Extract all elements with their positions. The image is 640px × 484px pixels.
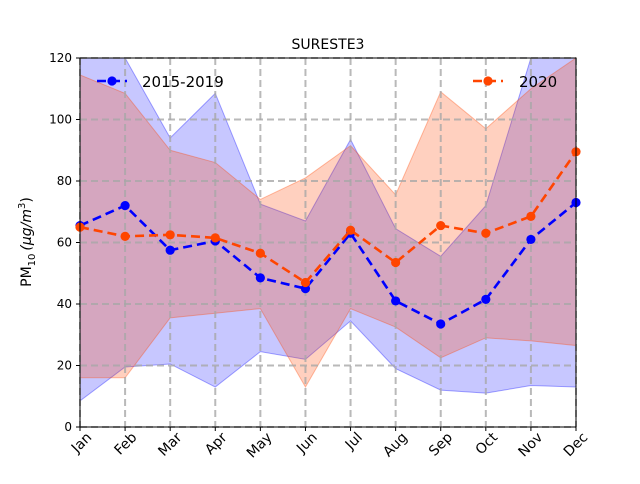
y-tick-label: 60: [57, 236, 72, 250]
y-tick-label: 20: [57, 359, 72, 373]
y-axis-ticks: 0 20 40 60 80 100 120: [49, 51, 80, 434]
data-point: [255, 248, 265, 258]
data-point: [300, 277, 311, 288]
y-label-main: PM: [19, 266, 35, 287]
data-point: [210, 233, 220, 243]
x-tick-label: Jul: [342, 430, 366, 454]
y-label-units: (μg/m: [19, 209, 35, 251]
y-tick-label: 0: [64, 420, 72, 434]
y-tick-label: 80: [57, 174, 72, 188]
chart-title: SURESTE3: [292, 37, 365, 53]
data-point: [481, 294, 491, 304]
data-point: [526, 234, 536, 245]
y-label-close: ): [19, 197, 35, 202]
y-tick-label: 40: [57, 297, 72, 311]
band-2020: [79, 57, 577, 389]
x-tick-label: May: [244, 430, 276, 462]
x-tick-label: Feb: [112, 430, 141, 459]
confidence-bands: [79, 57, 577, 402]
series-line-2020: [79, 151, 578, 284]
data-point: [436, 220, 446, 231]
x-tick-label: Dec: [561, 430, 591, 460]
x-tick-label: Nov: [516, 430, 547, 461]
legend: 2015-2019 2020: [97, 73, 557, 91]
legend-label: 2015-2019: [142, 73, 224, 91]
y-label-superscript: 3: [17, 203, 28, 209]
y-label-subscript: 10: [27, 254, 38, 267]
data-point: [526, 211, 536, 221]
data-point: [391, 296, 401, 306]
x-tick-label: Mar: [155, 429, 185, 459]
x-tick-label: Apr: [202, 429, 231, 458]
data-point: [345, 225, 356, 235]
y-tick-label: 100: [49, 113, 72, 127]
x-tick-label: Sep: [426, 430, 456, 460]
legend-marker: [483, 76, 493, 86]
x-tick-label: Aug: [380, 430, 411, 461]
x-axis-ticks: Jan Feb Mar Apr May Jun Jul Aug Sep Oct Nov Dec: [68, 427, 591, 461]
data-point: [481, 228, 491, 238]
data-point: [165, 230, 175, 240]
data-point: [391, 257, 401, 268]
x-tick-label: Jun: [293, 430, 320, 457]
legend-marker: [107, 76, 117, 86]
legend-label: 2020: [519, 73, 557, 91]
y-tick-label: 120: [49, 51, 72, 65]
data-point: [120, 201, 130, 211]
data-point: [120, 231, 130, 241]
x-tick-label: Oct: [473, 429, 502, 458]
data-point: [255, 273, 265, 283]
series-lines: [75, 147, 581, 329]
data-point: [165, 245, 175, 255]
x-tick-label: Jan: [68, 430, 95, 457]
data-point: [436, 319, 446, 329]
series-line-2015-2019: [79, 201, 577, 326]
y-axis-label: PM10 (μg/m3): [17, 197, 38, 287]
